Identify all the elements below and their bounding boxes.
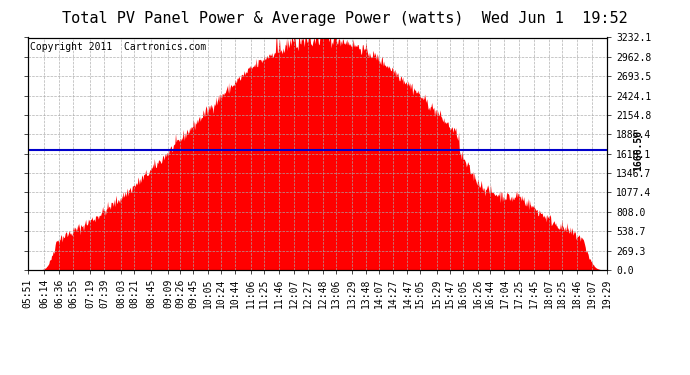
Text: 1666.50: 1666.50 [633,129,643,171]
Text: Copyright 2011  Cartronics.com: Copyright 2011 Cartronics.com [30,42,207,52]
Text: Total PV Panel Power & Average Power (watts)  Wed Jun 1  19:52: Total PV Panel Power & Average Power (wa… [62,11,628,26]
Text: 1666.50: 1666.50 [0,129,2,171]
